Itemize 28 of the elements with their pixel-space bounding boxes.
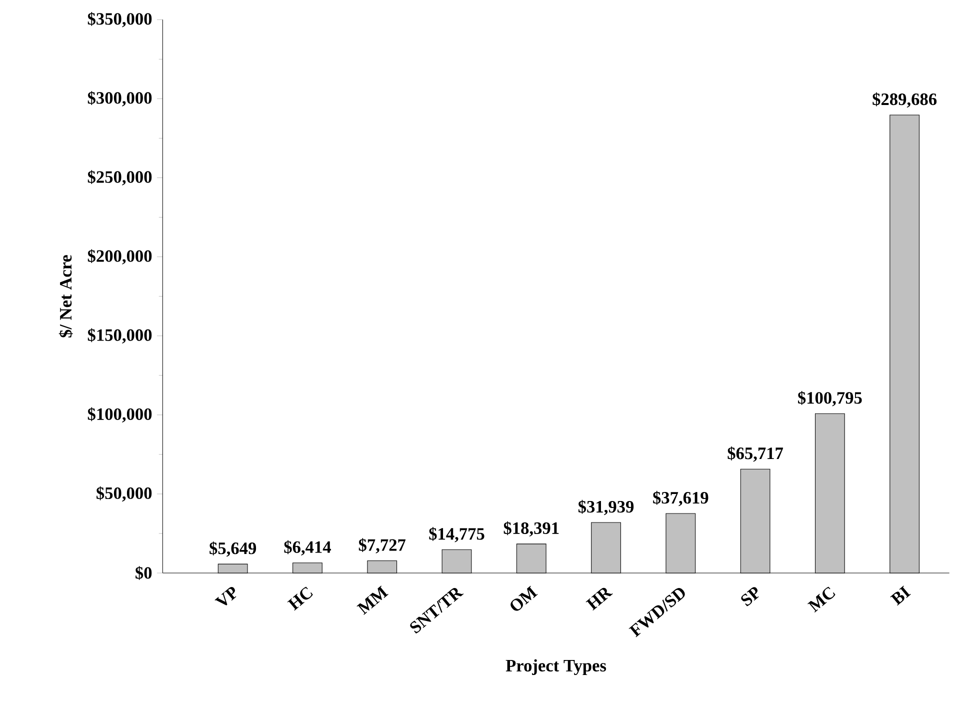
data-label: $289,686 — [872, 92, 937, 108]
y-tick-label: $250,000 — [88, 170, 152, 186]
y-tick-label: $200,000 — [88, 249, 152, 264]
y-tick-label: $100,000 — [88, 407, 152, 423]
x-tick-label: VP — [214, 587, 236, 606]
data-label: $5,649 — [210, 541, 256, 557]
data-label: $65,717 — [728, 446, 784, 462]
x-axis-title: Project Types — [506, 659, 606, 676]
x-tick-label: HC — [287, 586, 313, 611]
x-tick-label: HR — [586, 588, 613, 611]
x-tick-label: MM — [356, 586, 388, 615]
data-label: $7,727 — [358, 538, 406, 554]
data-label: $18,391 — [504, 521, 559, 537]
data-label: $100,795 — [798, 391, 862, 406]
y-tick-label: $300,000 — [88, 91, 152, 106]
y-tick-label: $50,000 — [96, 486, 152, 502]
x-tick-label: BI — [890, 586, 911, 606]
x-tick-label: SP — [741, 587, 759, 606]
data-label: $14,775 — [429, 527, 484, 542]
data-label: $31,939 — [578, 500, 634, 516]
data-label: $6,414 — [284, 540, 331, 556]
x-tick-label: MC — [808, 586, 836, 612]
y-tick-label: $150,000 — [88, 328, 152, 344]
data-label: $37,619 — [653, 490, 708, 506]
y-axis-title: $/ Net Acre — [58, 255, 73, 338]
y-tick-label: $0 — [136, 566, 152, 580]
y-tick-label: $350,000 — [88, 12, 152, 28]
x-tick-label: OM — [510, 586, 538, 611]
